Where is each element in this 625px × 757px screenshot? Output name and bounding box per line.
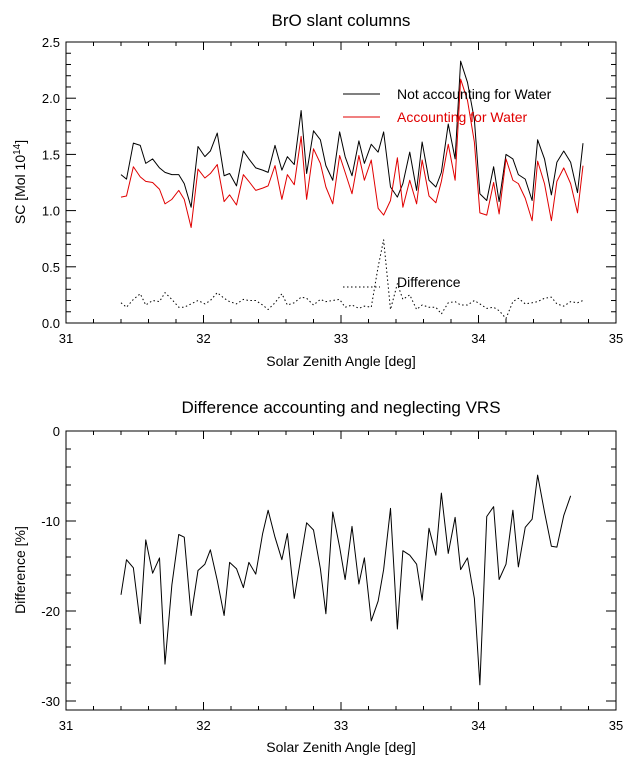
top-chart-y-tick-label: 2.5: [42, 35, 60, 50]
legend: Not accounting for Water Accounting for …: [343, 86, 552, 290]
bottom-chart-x-tick-label: 35: [609, 718, 623, 733]
bottom-chart: Difference accounting and neglecting VRS…: [12, 398, 623, 755]
top-chart-y-tick-label: 1.0: [42, 204, 60, 219]
top-chart-y-tick-label: 0.0: [42, 316, 60, 331]
top-chart-title: BrO slant columns: [272, 11, 411, 30]
top-chart-x-tick-label: 35: [609, 331, 623, 346]
top-chart-x-tick-label: 32: [196, 331, 210, 346]
bottom-chart-plot-frame: [65, 430, 617, 711]
top-chart-series-difference: [120, 239, 584, 319]
bottom-chart-y-tick-label: -30: [41, 694, 60, 709]
top-chart-x-axis-label: Solar Zenith Angle [deg]: [266, 353, 415, 369]
bottom-chart-x-tick-label: 34: [471, 718, 485, 733]
bottom-chart-series: [120, 474, 572, 686]
legend-label-not-accounting: Not accounting for Water: [397, 86, 552, 102]
top-chart-y-tick-label: 2.0: [42, 91, 60, 106]
top-chart-y-tick-label: 1.5: [42, 147, 60, 162]
bottom-chart-x-tick-label: 33: [334, 718, 348, 733]
top-chart-y-axis-label: SC [Mol 1014]: [12, 140, 28, 224]
top-chart-x-tick-label: 31: [59, 331, 73, 346]
bottom-chart-y-tick-label: -10: [41, 514, 60, 529]
bottom-chart-x-tick-label: 32: [196, 718, 210, 733]
bottom-chart-x-tick-label: 31: [59, 718, 73, 733]
legend-label-difference: Difference: [397, 274, 461, 290]
top-chart-series-accounting-for-water: [120, 78, 584, 228]
top-chart: BrO slant columns 31 32 33 34 35 0.0 0.5 1.0 1.5…: [12, 11, 623, 369]
top-chart-y-tick-label: 0.5: [42, 260, 60, 275]
bottom-chart-x-axis-label: Solar Zenith Angle [deg]: [266, 739, 415, 755]
bottom-chart-series-difference-percent: [120, 474, 572, 686]
top-chart-x-tick-label: 34: [471, 331, 485, 346]
top-chart-series: [120, 60, 584, 319]
bottom-chart-title: Difference accounting and neglecting VRS: [181, 398, 500, 417]
legend-label-accounting: Accounting for Water: [397, 109, 528, 125]
bottom-chart-y-axis-label: Difference [%]: [12, 526, 28, 614]
top-chart-series-not-accounting-for-water: [120, 60, 584, 208]
top-chart-ticks: 31 32 33 34 35 0.0 0.5 1.0 1.5 2.0 2.5: [42, 35, 623, 346]
top-chart-x-tick-label: 33: [334, 331, 348, 346]
bottom-chart-y-tick-label: -20: [41, 604, 60, 619]
bottom-chart-ticks: 31 32 33 34 35 -30 -20 -10 0: [41, 424, 623, 733]
bottom-chart-y-tick-label: 0: [53, 424, 60, 439]
